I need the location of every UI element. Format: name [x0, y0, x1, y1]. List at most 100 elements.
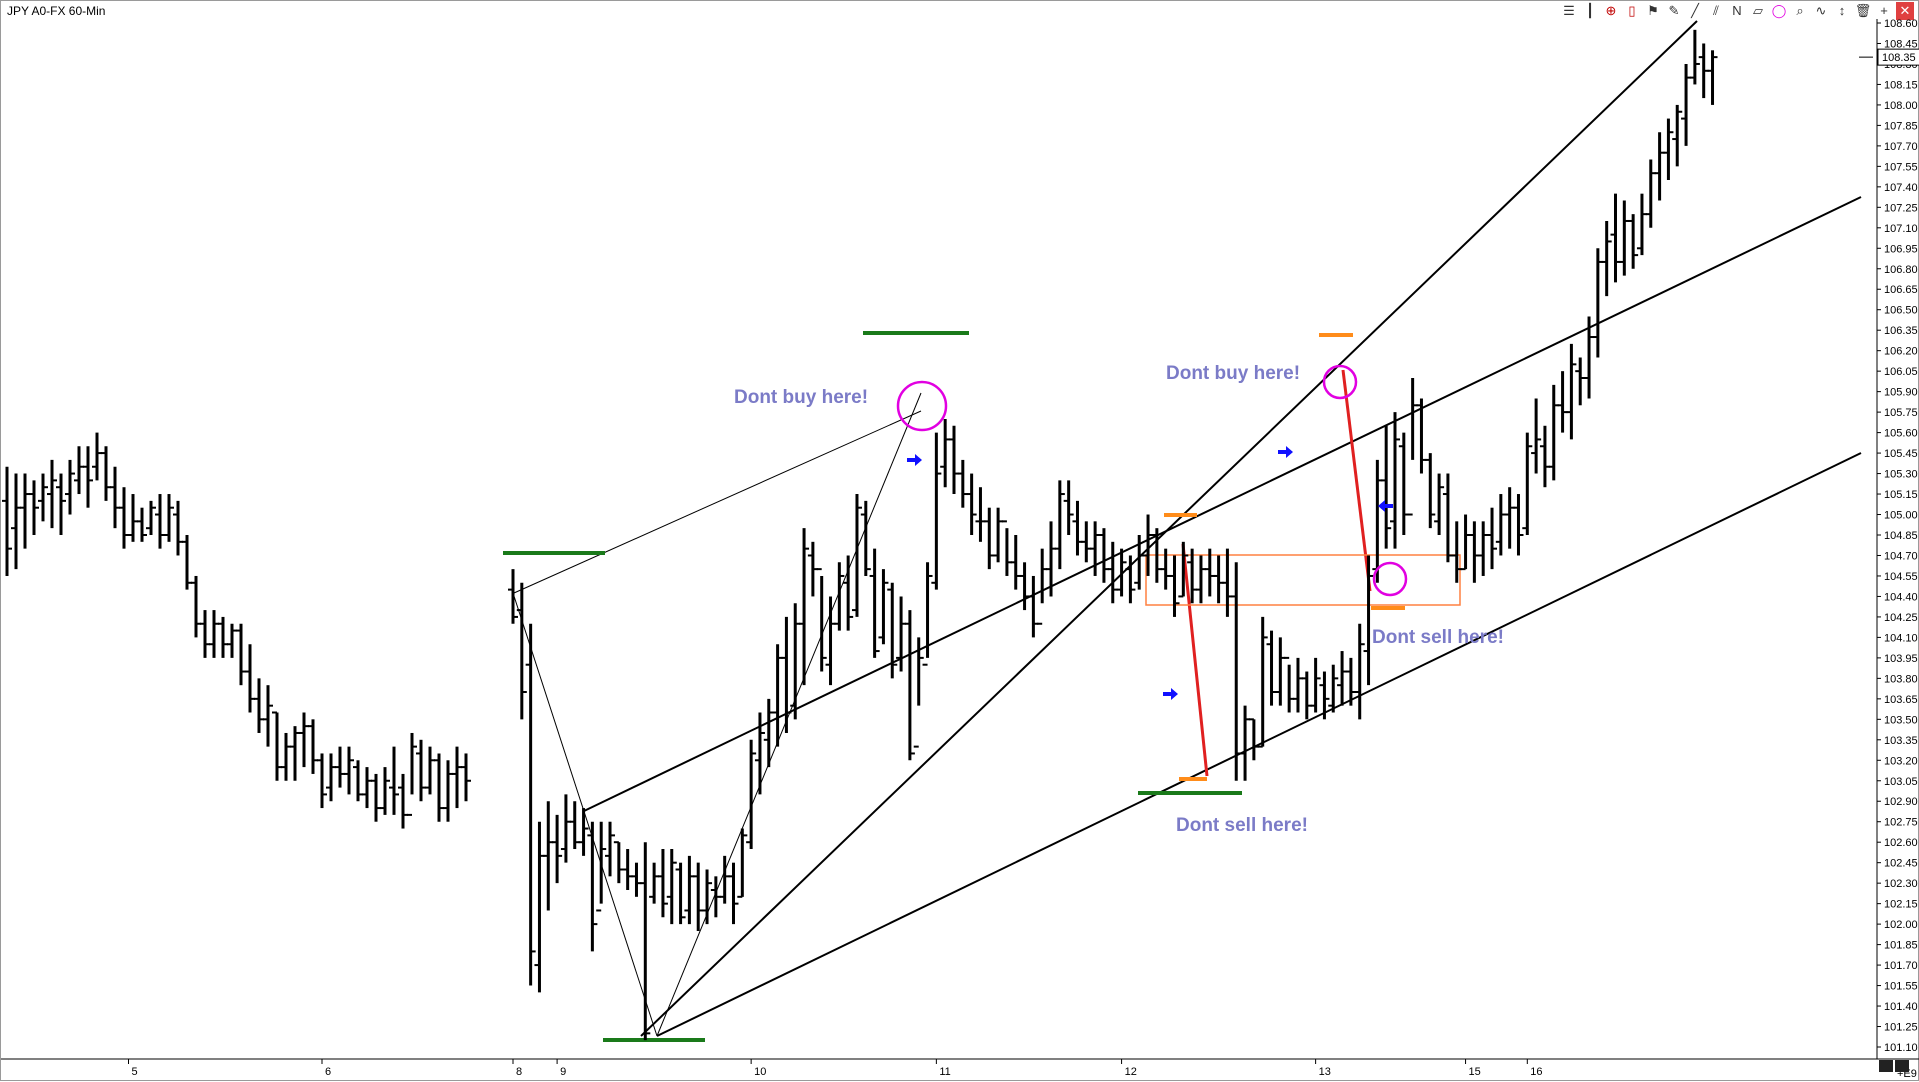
y-tick-label: 107.25	[1884, 202, 1918, 214]
crosshair-icon[interactable]: ⊕	[1605, 3, 1617, 18]
range-box	[1145, 554, 1461, 606]
red-drop-line-1	[1181, 543, 1209, 777]
y-tick-label: 104.85	[1884, 530, 1918, 542]
circle-icon[interactable]: ◯	[1771, 3, 1787, 18]
y-tick-label: 106.20	[1884, 346, 1918, 358]
y-tick-label: 106.80	[1884, 264, 1918, 276]
y-tick-label: 105.15	[1884, 489, 1918, 501]
blue-arrow-4-icon	[1378, 500, 1393, 512]
channel-middle-line	[583, 196, 1862, 812]
x-tick-label: 12	[1125, 1066, 1137, 1078]
y-tick-label: 107.70	[1884, 141, 1918, 153]
stack-icon[interactable]: ☰	[1563, 3, 1575, 18]
y-tick-label: 102.00	[1884, 919, 1918, 931]
y-tick-label: 103.80	[1884, 673, 1918, 685]
last-price-box	[1877, 48, 1919, 66]
y-tick-label: 108.60	[1884, 18, 1918, 30]
highlight-circle-1	[896, 380, 948, 432]
y-tick-label: 105.60	[1884, 428, 1918, 440]
y-tick-label: 104.25	[1884, 612, 1918, 624]
trendline-icon[interactable]: ╱	[1691, 3, 1699, 18]
x-tick-label: 15	[1469, 1066, 1481, 1078]
y-tick-label: 101.55	[1884, 981, 1918, 993]
n-icon[interactable]: N	[1732, 3, 1742, 18]
x-tick-label: 5	[132, 1066, 138, 1078]
y-tick-label: 104.10	[1884, 632, 1918, 644]
annotation-label: Dont sell here!	[1372, 627, 1504, 648]
red-drop-line-2	[1341, 369, 1372, 592]
y-tick-label: 108.00	[1884, 100, 1918, 112]
channel-upper-line	[640, 20, 1698, 1037]
y-tick-label: 108.45	[1884, 38, 1918, 50]
y-tick-label: 107.55	[1884, 161, 1918, 173]
y-tick-label: 106.50	[1884, 305, 1918, 317]
blue-arrow-2-icon	[1163, 688, 1178, 700]
wave-icon[interactable]: ∿	[1815, 3, 1827, 18]
pencil-icon[interactable]: ✎	[1668, 3, 1680, 18]
y-tick-label: 108.15	[1884, 79, 1918, 91]
highlight-circle-3	[1372, 561, 1408, 597]
close-icon[interactable]: ✕	[1896, 2, 1914, 20]
y-tick-label: 101.70	[1884, 960, 1918, 972]
x-tick-label: 9	[560, 1066, 566, 1078]
candle-icon[interactable]: ▯	[1628, 3, 1636, 18]
y-tick-label: 104.55	[1884, 571, 1918, 583]
y-tick-label: 101.25	[1884, 1022, 1918, 1034]
y-tick-label: 101.10	[1884, 1042, 1918, 1054]
blue-arrow-1-icon	[907, 454, 922, 466]
zoom-icon[interactable]: ⌕	[1796, 3, 1804, 18]
y-tick-label: 107.40	[1884, 182, 1918, 194]
y-tick-label: 102.75	[1884, 817, 1918, 829]
y-tick-label: 105.30	[1884, 469, 1918, 481]
fib-icon[interactable]: ⫽	[1713, 3, 1719, 18]
y-tick-label: 107.10	[1884, 223, 1918, 235]
arrows-icon[interactable]: ↕	[1838, 3, 1846, 18]
y-tick-label: 106.95	[1884, 243, 1918, 255]
y-tick-label: 105.90	[1884, 387, 1918, 399]
y-tick-label: 103.05	[1884, 776, 1918, 788]
bar-icon[interactable]: ┃	[1586, 3, 1594, 18]
x-tick-label: 6	[325, 1066, 331, 1078]
trash-icon[interactable]: 🗑	[1854, 3, 1872, 18]
y-tick-label: 103.95	[1884, 653, 1918, 665]
blue-arrow-3-icon	[1278, 446, 1293, 458]
x-tick-label: 11	[939, 1066, 950, 1078]
x-tick-label: 8	[516, 1066, 522, 1078]
y-tick-label: 102.45	[1884, 858, 1918, 870]
y-tick-label: 105.45	[1884, 448, 1918, 460]
y-tick-label: 106.05	[1884, 366, 1918, 378]
zigzag-leg-2	[656, 392, 922, 1037]
y-tick-label: 103.65	[1884, 694, 1918, 706]
annotation-label: Dont buy here!	[1166, 363, 1300, 384]
y-tick-label: 106.65	[1884, 284, 1918, 296]
x-tick-label: 16	[1530, 1066, 1542, 1078]
x-tick-label: 10	[754, 1066, 766, 1078]
flag-icon[interactable]: ⚑	[1647, 3, 1659, 18]
y-tick-label: 105.00	[1884, 510, 1918, 522]
scroll-left-button[interactable]	[1879, 1060, 1893, 1072]
drawing-toolbar: ☰ ┃ ⊕ ▯ ⚑ ✎ ╱ ⫽ N ▱ ◯ ⌕ ∿ ↕ 🗑 + ✕	[1560, 2, 1914, 20]
y-tick-label: 104.70	[1884, 550, 1918, 562]
x-tick-label: 13	[1319, 1066, 1331, 1078]
y-tick-label: 105.75	[1884, 407, 1918, 419]
y-tick-label: 102.90	[1884, 796, 1918, 808]
annotation-label: Dont sell here!	[1176, 815, 1308, 836]
y-tick-label: 106.35	[1884, 325, 1918, 337]
y-tick-label: 103.20	[1884, 755, 1918, 767]
y-tick-label: 101.85	[1884, 940, 1918, 952]
y-tick-label: 107.85	[1884, 120, 1918, 132]
highlight-circle-2	[1322, 364, 1358, 400]
y-tick-label: 104.40	[1884, 591, 1918, 603]
y-tick-label: 102.30	[1884, 878, 1918, 890]
scroll-right-button[interactable]	[1895, 1060, 1909, 1072]
y-tick-label: 103.35	[1884, 735, 1918, 747]
channel-icon[interactable]: ▱	[1753, 3, 1763, 18]
fan-line-upper	[513, 410, 922, 594]
y-tick-label: 102.15	[1884, 899, 1918, 911]
annotation-label: Dont buy here!	[734, 387, 868, 408]
channel-lower-line	[656, 452, 1862, 1037]
last-price-label: 108.35	[1882, 52, 1916, 64]
zoom-in-icon[interactable]: +	[1880, 3, 1888, 18]
